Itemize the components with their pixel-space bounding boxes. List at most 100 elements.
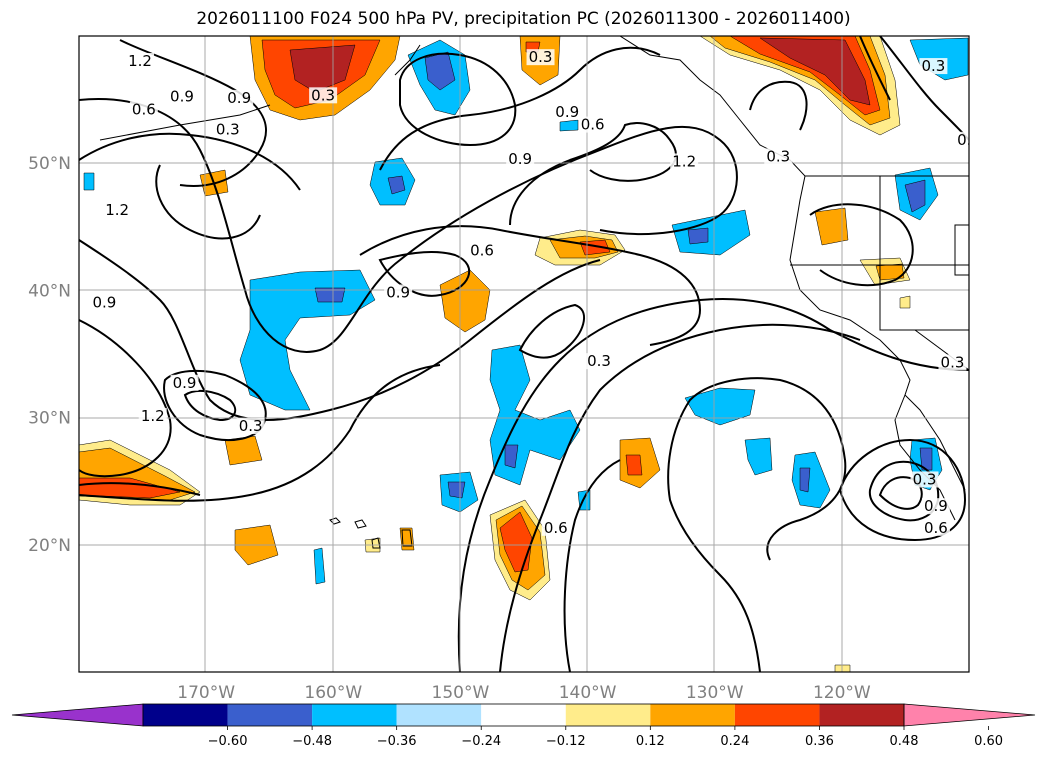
contour-label-bg: [670, 153, 699, 170]
contour-label: 0.9: [173, 374, 197, 392]
lon-tick-label: 150°W: [432, 683, 490, 703]
contour-label: 0.6: [470, 242, 494, 260]
contour-label: 0.9: [386, 283, 410, 301]
colorbar-segment: [650, 704, 735, 726]
lon-tick-label: 130°W: [686, 683, 744, 703]
latitude-labels: 20°N 30°N 40°N 50°N: [28, 154, 71, 556]
precip-negative-area: [239, 269, 376, 411]
contour-label: 0.3: [311, 86, 335, 104]
precip-negative-area: [744, 437, 773, 476]
contour-label: 1.2: [141, 407, 165, 425]
colorbar-tick-label: −0.36: [377, 734, 417, 749]
precip-positive-area: [814, 207, 849, 246]
contour-label: 0.9: [170, 88, 194, 106]
contour-label-bg: [955, 131, 969, 148]
lon-tick-label: 140°W: [559, 683, 617, 703]
precip-shading: [79, 36, 969, 672]
precip-negative-area: [83, 172, 95, 191]
contour-label: 0.6: [957, 131, 981, 149]
contour-label: 0.6: [581, 116, 605, 134]
contour-label: 0.3: [913, 470, 937, 488]
contour-label-bg: [167, 88, 196, 105]
precip-positive-area: [899, 295, 911, 309]
precip-negative-area: [314, 287, 346, 303]
colorbar-tick-label: −0.48: [292, 734, 332, 749]
contour-label: 0.9: [508, 150, 532, 168]
precip-negative-area: [904, 179, 926, 213]
precip-negative-area: [799, 467, 811, 493]
precip-negative-area: [504, 444, 519, 469]
lat-tick-label: 50°N: [28, 154, 71, 174]
contour-label-bg: [138, 407, 167, 424]
colorbar-tick-label: −0.12: [546, 734, 586, 749]
map-title: 2026011100 F024 500 hPa PV, precipitatio…: [196, 9, 851, 29]
contour-label-bg: [585, 353, 614, 370]
colorbar-segment: [565, 704, 651, 726]
colorbar-segment: [481, 704, 566, 726]
precip-negative-area: [684, 387, 756, 426]
contour-label-bg: [170, 374, 199, 391]
contour-label: 0.3: [766, 147, 790, 165]
contour-label-bg: [126, 52, 155, 69]
contour-label-bg: [384, 284, 413, 301]
lon-tick-label: 120°W: [813, 683, 871, 703]
contour-label-bg: [553, 103, 582, 120]
contour-label: 1.2: [672, 152, 696, 170]
contour-label: 0.6: [132, 100, 156, 118]
lon-tick-label: 160°W: [304, 683, 362, 703]
precip-negative-area: [387, 175, 406, 195]
precip-negative-area: [447, 481, 466, 499]
precip-negative-area: [791, 451, 831, 509]
contour-label: 0.3: [239, 417, 263, 435]
colorbar-tick-label: 0.24: [720, 734, 749, 749]
longitude-labels: 170°W 160°W 150°W 140°W 130°W 120°W: [177, 683, 871, 703]
contour-label-bg: [526, 49, 555, 66]
colorbar-tick-label: 0.12: [636, 734, 665, 749]
precip-positive-area: [289, 44, 356, 93]
contour-label-bg: [541, 519, 570, 536]
contour-label-bg: [919, 58, 948, 75]
contour-label: 0.3: [529, 48, 553, 66]
colorbar-extend-min: [11, 703, 144, 727]
colorbar-segment: [312, 704, 397, 726]
contour-label-bg: [468, 242, 497, 259]
contour-label: 0.9: [924, 497, 948, 515]
contour-label-bg: [40, 386, 68, 402]
contour-label: 0.9: [555, 103, 579, 121]
lat-tick-label: 30°N: [28, 409, 71, 429]
contour-label-bg: [938, 354, 967, 371]
precip-negative-area: [919, 447, 933, 471]
contour-label: 0.9: [92, 294, 116, 312]
contour-label: 0.3: [42, 385, 66, 403]
contour-label: 0.6: [544, 519, 568, 537]
contour-label-bg: [225, 89, 254, 106]
contour-label: 1.2: [105, 201, 129, 219]
lat-tick-label: 40°N: [28, 281, 71, 301]
colorbar-tick-label: 0.36: [805, 734, 834, 749]
precip-positive-area: [499, 511, 533, 573]
contour-label-bg: [910, 471, 939, 488]
contour-label: 0.3: [216, 121, 240, 139]
colorbar-extend-max: [903, 703, 1036, 727]
precip-positive-area: [625, 454, 643, 476]
contour-label-bg: [103, 201, 132, 218]
contour-label: 1.2: [128, 52, 152, 70]
contour-label: 0.6: [924, 519, 948, 537]
contour-label-bg: [236, 418, 265, 435]
contour-label-bg: [921, 519, 950, 536]
contour-label-bg: [506, 150, 535, 167]
colorbar-tick-label: −0.60: [208, 734, 248, 749]
contour-label-bg: [921, 498, 950, 515]
colorbar-tick-label: 0.48: [890, 734, 919, 749]
coastlines: [99, 36, 969, 521]
contour-label-bg: [764, 148, 793, 165]
contour-label: 0.3: [587, 352, 611, 370]
map-frame: [78, 35, 970, 673]
gridlines: [79, 36, 969, 672]
colorbar-segment: [396, 704, 482, 726]
contour-labels: 1.20.90.60.30.30.90.30.90.60.9 1.2 0.30.30…: [40, 48, 981, 537]
colorbar-segment: [734, 704, 820, 726]
contour-label-bg: [309, 87, 338, 104]
contour-label-bg: [213, 121, 242, 138]
